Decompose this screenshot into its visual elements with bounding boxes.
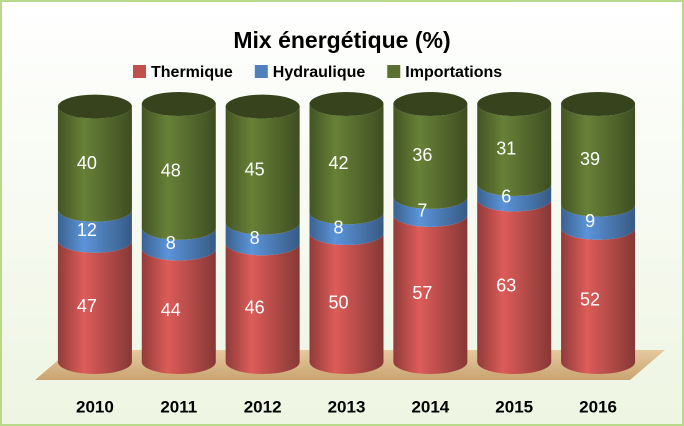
cylinder-segment (57, 240, 132, 374)
cylinder-segment (225, 222, 300, 256)
x-tick-label: 2010 (76, 397, 114, 416)
cylinder-segment (141, 248, 216, 374)
chart-title: Mix énergétique (%) (233, 27, 450, 53)
x-tick-label: 2014 (411, 397, 449, 416)
data-label: 44 (161, 300, 181, 320)
data-label: 45 (245, 159, 265, 179)
cylinder-segment (57, 209, 132, 253)
data-label: 46 (245, 297, 265, 317)
x-tick-label: 2013 (328, 397, 366, 416)
data-label: 48 (161, 161, 181, 181)
data-label: 42 (328, 153, 348, 173)
x-tick-label: 2015 (495, 397, 533, 416)
cylinder-top (225, 94, 300, 119)
data-label: 57 (412, 283, 432, 303)
x-tick-label: 2016 (579, 397, 617, 416)
cylinder-top (561, 92, 636, 116)
cylinder-top (57, 94, 132, 119)
cylinder-segment (393, 104, 468, 209)
data-label: 8 (250, 228, 260, 248)
cylinder-segment (141, 104, 216, 240)
cylinder-segment (57, 106, 132, 222)
cylinder-segment (393, 196, 468, 227)
cylinder-segment (141, 227, 216, 261)
data-label: 12 (77, 220, 97, 240)
cylinder-top (477, 92, 552, 116)
cylinder-segment (561, 227, 636, 374)
cylinder-segment (225, 243, 300, 374)
legend-swatch (387, 65, 401, 78)
cylinder-top (141, 92, 216, 116)
data-label: 40 (77, 153, 97, 173)
data-label: 36 (412, 145, 432, 165)
data-label: 8 (166, 233, 176, 253)
legend-swatch (133, 65, 146, 78)
cylinder-segment (309, 212, 384, 246)
cylinder-segment (477, 104, 552, 196)
cylinder-segment (393, 214, 468, 374)
data-label: 6 (501, 186, 511, 206)
data-label: 8 (333, 217, 343, 237)
data-label: 63 (496, 275, 516, 295)
data-label: 52 (580, 290, 600, 310)
cylinder-segment (477, 199, 552, 374)
cylinder-top (309, 92, 384, 116)
data-label: 39 (580, 149, 600, 169)
legend-label: Thermique (151, 64, 233, 81)
cylinder-segment (561, 204, 636, 240)
legend-label: Hydraulique (273, 64, 366, 81)
cylinder-segment (561, 104, 636, 217)
cylinder-segment (309, 233, 384, 374)
data-label: 9 (585, 211, 595, 231)
cylinder-segment (477, 183, 552, 212)
data-label: 50 (328, 292, 348, 312)
cylinder-segment (309, 104, 384, 225)
data-label: 7 (417, 201, 427, 221)
data-label: 47 (77, 296, 97, 316)
cylinder-segment (225, 106, 300, 235)
cylinder-top (393, 92, 468, 116)
legend-label: Importations (405, 64, 502, 81)
legend-swatch (254, 65, 268, 78)
x-tick-label: 2012 (244, 397, 282, 416)
x-tick-label: 2011 (160, 397, 197, 416)
data-label: 31 (496, 139, 516, 159)
